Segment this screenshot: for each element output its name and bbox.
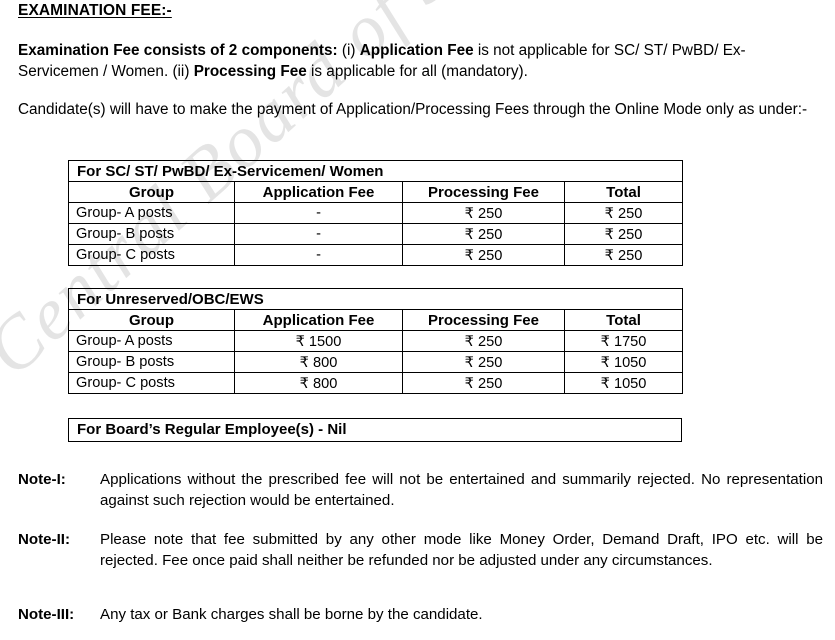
column-header-total: Total (563, 181, 684, 203)
cell-total: ₹ 250 (563, 244, 684, 266)
fee-table-general: For Unreserved/OBC/EWS Group Application… (67, 288, 684, 394)
cell-application-fee: - (234, 223, 403, 245)
table-row: Group- B posts ₹ 800 ₹ 250 ₹ 1050 (68, 351, 684, 373)
cell-processing-fee: ₹ 250 (402, 244, 565, 266)
cell-total: ₹ 1050 (563, 351, 684, 373)
column-header-group: Group (68, 309, 235, 331)
cell-total: ₹ 1050 (563, 372, 684, 394)
column-header-application-fee: Application Fee (234, 181, 403, 203)
processing-fee-term: Processing Fee (193, 63, 307, 80)
cell-processing-fee: ₹ 250 (402, 330, 565, 352)
fee-components-part-i-rest: is not applicable for SC/ ST/ PwBD/ Ex-S… (18, 42, 746, 80)
cell-application-fee: ₹ 1500 (234, 330, 403, 352)
table-row: Group- A posts - ₹ 250 ₹ 250 (68, 202, 684, 224)
fee-components-part-ii-rest: is applicable for all (mandatory). (306, 63, 528, 80)
table-caption: For Unreserved/OBC/EWS (67, 288, 684, 310)
column-header-processing-fee: Processing Fee (402, 309, 565, 331)
cell-application-fee: - (234, 202, 403, 224)
cell-group: Group- B posts (68, 223, 235, 245)
cell-processing-fee: ₹ 250 (402, 351, 565, 373)
table-row: Group- C posts ₹ 800 ₹ 250 ₹ 1050 (68, 372, 684, 394)
cell-total: ₹ 250 (563, 202, 684, 224)
employee-fee-box: For Board’s Regular Employee(s) - Nil (68, 418, 682, 442)
cell-application-fee: ₹ 800 (234, 372, 403, 394)
table-header-row: Group Application Fee Processing Fee Tot… (68, 309, 684, 331)
table-header-row: Group Application Fee Processing Fee Tot… (68, 181, 684, 203)
fee-components-part-i-prefix: (i) (337, 42, 360, 59)
column-header-group: Group (68, 181, 235, 203)
note-1: Note-I: Applications without the prescri… (18, 470, 823, 511)
note-3-text: Any tax or Bank charges shall be borne b… (100, 606, 483, 623)
cell-processing-fee: ₹ 250 (402, 223, 565, 245)
cell-total: ₹ 250 (563, 223, 684, 245)
paragraph-payment-mode: Candidate(s) will have to make the payme… (18, 101, 808, 118)
column-header-processing-fee: Processing Fee (402, 181, 565, 203)
cell-group: Group- C posts (68, 244, 235, 266)
note-2: Note-II: Please note that fee submitted … (18, 530, 823, 571)
paragraph-fee-components: Examination Fee consists of 2 components… (18, 40, 818, 82)
page-title: EXAMINATION FEE:- (18, 2, 172, 19)
cell-group: Group- C posts (68, 372, 235, 394)
fee-table-concession: For SC/ ST/ PwBD/ Ex-Servicemen/ Women G… (67, 160, 684, 266)
note-1-label: Note-I: (18, 471, 66, 488)
note-3-label: Note-III: (18, 606, 75, 623)
cell-application-fee: ₹ 800 (234, 351, 403, 373)
table-caption-row: For SC/ ST/ PwBD/ Ex-Servicemen/ Women (67, 160, 684, 182)
cell-group: Group- A posts (68, 330, 235, 352)
fee-components-lead: Examination Fee consists of 2 components… (18, 42, 338, 59)
cell-group: Group- A posts (68, 202, 235, 224)
cell-application-fee: - (234, 244, 403, 266)
table-row: Group- B posts - ₹ 250 ₹ 250 (68, 223, 684, 245)
note-1-text: Applications without the prescribed fee … (100, 471, 823, 509)
column-header-total: Total (563, 309, 684, 331)
application-fee-term: Application Fee (359, 42, 474, 59)
table-caption-row: For Unreserved/OBC/EWS (67, 288, 684, 310)
cell-processing-fee: ₹ 250 (402, 202, 565, 224)
note-2-text: Please note that fee submitted by any ot… (100, 531, 823, 569)
table-row: Group- A posts ₹ 1500 ₹ 250 ₹ 1750 (68, 330, 684, 352)
cell-group: Group- B posts (68, 351, 235, 373)
column-header-application-fee: Application Fee (234, 309, 403, 331)
note-3: Note-III: Any tax or Bank charges shall … (18, 605, 823, 626)
note-2-label: Note-II: (18, 531, 70, 548)
cell-processing-fee: ₹ 250 (402, 372, 565, 394)
table-row: Group- C posts - ₹ 250 ₹ 250 (68, 244, 684, 266)
cell-total: ₹ 1750 (563, 330, 684, 352)
table-caption: For SC/ ST/ PwBD/ Ex-Servicemen/ Women (67, 160, 684, 182)
